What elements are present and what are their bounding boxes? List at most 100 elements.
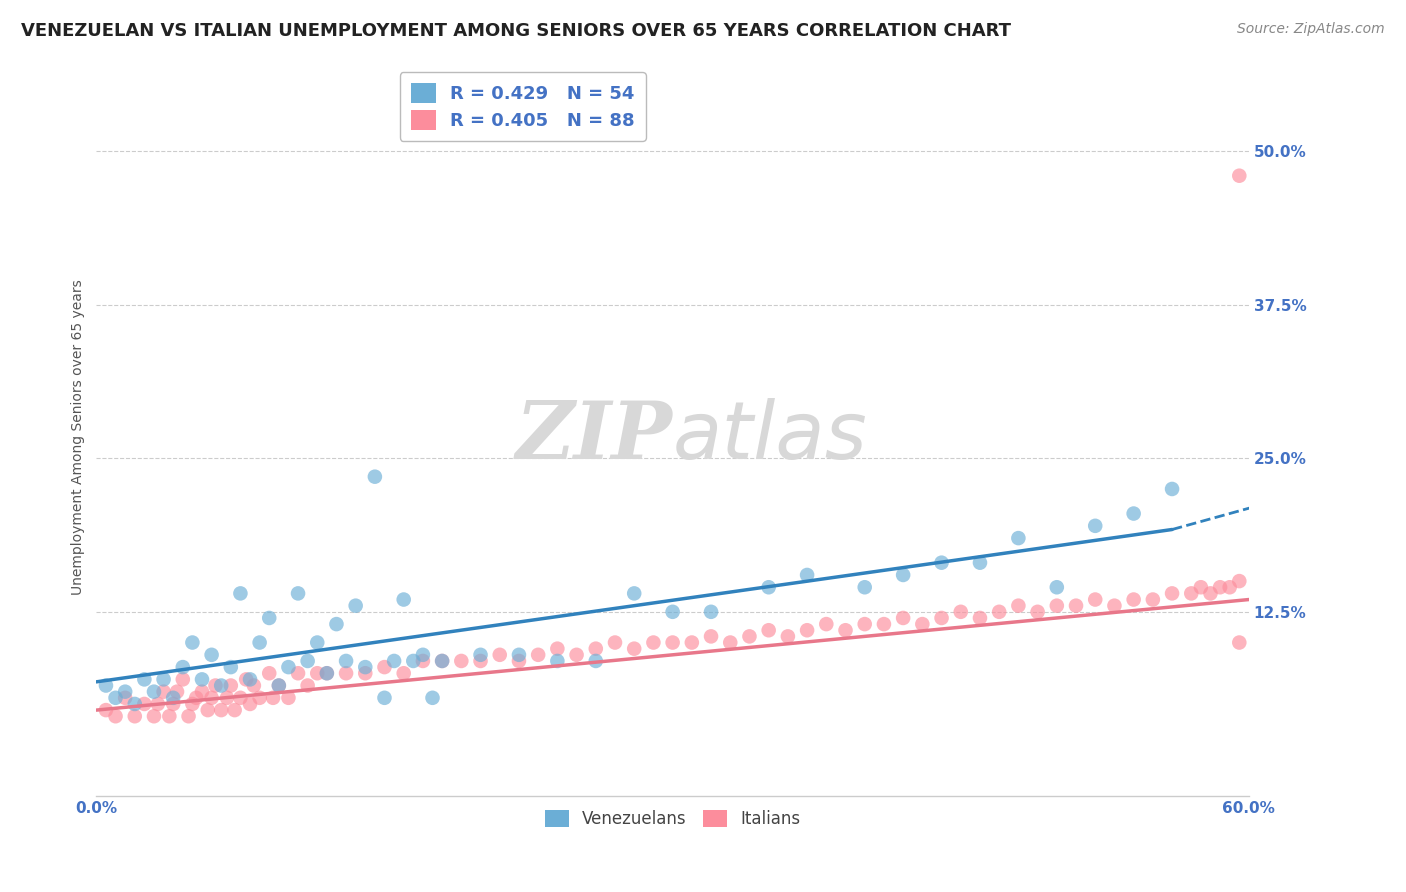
- Point: [157, 709, 180, 723]
- Point: [239, 697, 262, 711]
- Point: [197, 703, 219, 717]
- Point: [585, 654, 607, 668]
- Point: [1189, 580, 1212, 594]
- Point: [430, 654, 453, 668]
- Point: [257, 666, 280, 681]
- Point: [422, 690, 444, 705]
- Point: [969, 611, 991, 625]
- Point: [143, 684, 166, 698]
- Point: [873, 617, 896, 632]
- Point: [235, 673, 257, 687]
- Point: [209, 679, 232, 693]
- Y-axis label: Unemployment Among Seniors over 65 years: Unemployment Among Seniors over 65 years: [72, 279, 86, 595]
- Point: [201, 690, 224, 705]
- Point: [181, 697, 204, 711]
- Point: [215, 690, 238, 705]
- Point: [262, 690, 284, 705]
- Point: [257, 611, 280, 625]
- Point: [354, 660, 377, 674]
- Point: [1227, 635, 1250, 649]
- Point: [373, 690, 395, 705]
- Point: [287, 666, 309, 681]
- Point: [307, 666, 329, 681]
- Point: [1227, 169, 1250, 183]
- Point: [402, 654, 425, 668]
- Point: [1046, 599, 1069, 613]
- Point: [143, 709, 166, 723]
- Point: [354, 666, 377, 681]
- Point: [776, 629, 799, 643]
- Point: [315, 666, 337, 681]
- Point: [243, 679, 266, 693]
- Point: [134, 697, 156, 711]
- Point: [364, 469, 387, 483]
- Point: [114, 690, 136, 705]
- Point: [988, 605, 1011, 619]
- Point: [94, 703, 117, 717]
- Point: [891, 568, 914, 582]
- Point: [267, 679, 290, 693]
- Point: [152, 673, 174, 687]
- Point: [508, 648, 530, 662]
- Point: [335, 654, 357, 668]
- Point: [488, 648, 510, 662]
- Point: [911, 617, 934, 632]
- Point: [565, 648, 588, 662]
- Point: [450, 654, 472, 668]
- Point: [146, 697, 169, 711]
- Point: [315, 666, 337, 681]
- Point: [162, 690, 184, 705]
- Point: [277, 660, 299, 674]
- Point: [219, 679, 242, 693]
- Point: [1026, 605, 1049, 619]
- Text: ZIP: ZIP: [516, 398, 672, 475]
- Point: [94, 679, 117, 693]
- Point: [344, 599, 367, 613]
- Point: [191, 673, 214, 687]
- Text: atlas: atlas: [672, 398, 868, 475]
- Point: [853, 617, 876, 632]
- Point: [412, 648, 434, 662]
- Point: [172, 673, 194, 687]
- Point: [392, 592, 415, 607]
- Point: [297, 654, 319, 668]
- Point: [796, 624, 818, 638]
- Point: [700, 629, 723, 643]
- Point: [172, 660, 194, 674]
- Point: [969, 556, 991, 570]
- Point: [700, 605, 723, 619]
- Point: [834, 624, 856, 638]
- Point: [1227, 574, 1250, 588]
- Point: [758, 624, 780, 638]
- Point: [508, 654, 530, 668]
- Point: [470, 654, 492, 668]
- Point: [1180, 586, 1202, 600]
- Point: [527, 648, 550, 662]
- Point: [229, 586, 252, 600]
- Point: [335, 666, 357, 681]
- Point: [277, 690, 299, 705]
- Point: [470, 648, 492, 662]
- Point: [681, 635, 703, 649]
- Point: [1161, 482, 1184, 496]
- Point: [382, 654, 405, 668]
- Point: [166, 684, 188, 698]
- Point: [325, 617, 347, 632]
- Point: [287, 586, 309, 600]
- Point: [124, 697, 146, 711]
- Point: [412, 654, 434, 668]
- Point: [1161, 586, 1184, 600]
- Legend: Venezuelans, Italians: Venezuelans, Italians: [538, 803, 807, 835]
- Point: [104, 690, 127, 705]
- Point: [1209, 580, 1232, 594]
- Point: [219, 660, 242, 674]
- Point: [1046, 580, 1069, 594]
- Point: [718, 635, 741, 649]
- Point: [191, 684, 214, 698]
- Point: [546, 641, 568, 656]
- Point: [249, 635, 271, 649]
- Point: [949, 605, 972, 619]
- Point: [931, 556, 953, 570]
- Point: [152, 684, 174, 698]
- Point: [229, 690, 252, 705]
